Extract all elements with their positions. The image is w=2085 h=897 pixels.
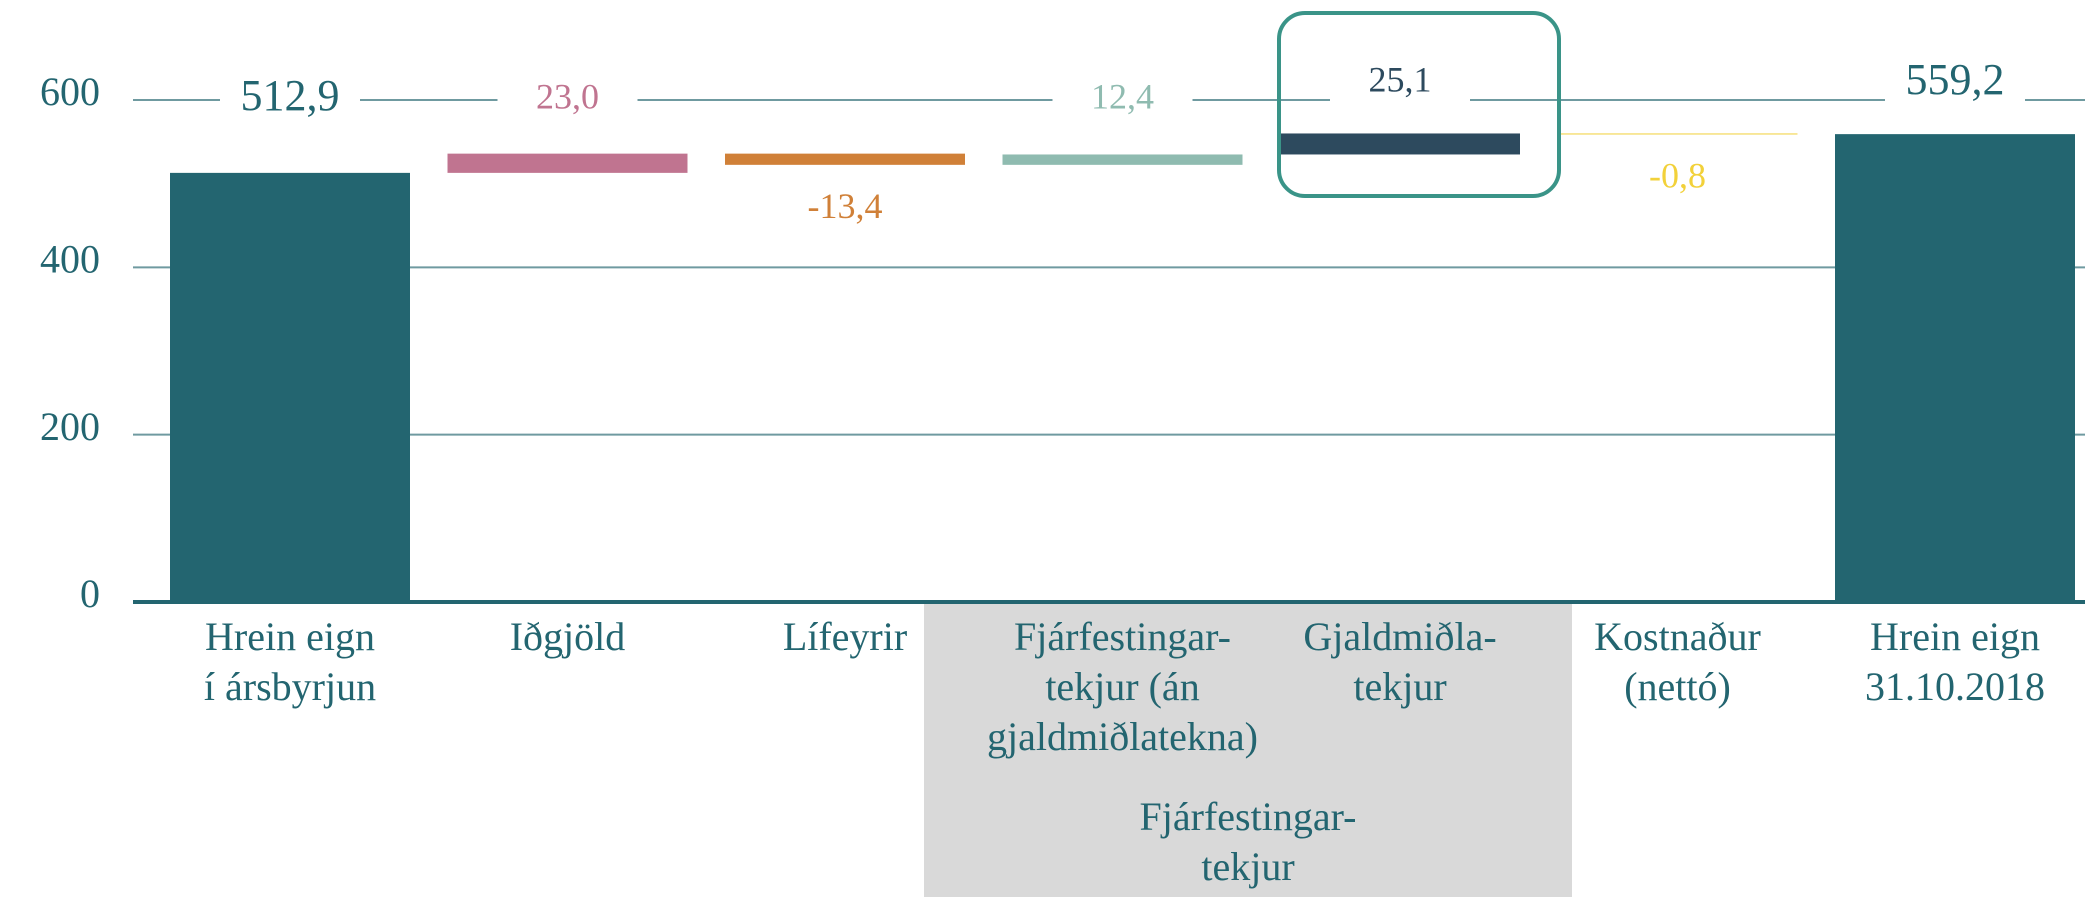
marks: 512,9 23,0 -13,4 12,4 25,1 -0,8 559,2 bbox=[170, 55, 2075, 603]
x-tick-label: Kostnaður (nettó) bbox=[1594, 614, 1761, 709]
bar bbox=[1835, 134, 2075, 603]
y-tick-label: 0 bbox=[80, 571, 100, 616]
x-tick-label: Hrein eign í ársbyrjun bbox=[203, 614, 377, 709]
label-bg bbox=[497, 76, 638, 124]
x-tick-label: Hrein eign 31.10.2018 bbox=[1865, 614, 2045, 709]
value-label: 559,2 bbox=[1906, 55, 2005, 104]
label-bg bbox=[220, 76, 360, 124]
value-label: 512,9 bbox=[241, 71, 340, 120]
grid bbox=[133, 99, 2085, 436]
y-tick-label: 600 bbox=[40, 69, 100, 114]
bar bbox=[170, 172, 410, 603]
label-bg bbox=[1052, 76, 1193, 124]
group-band bbox=[924, 602, 1572, 897]
group-label: Fjárfestingar- tekjur bbox=[1139, 794, 1357, 889]
value-label: 25,1 bbox=[1369, 60, 1432, 100]
value-label: -0,8 bbox=[1649, 155, 1706, 195]
bar bbox=[447, 153, 688, 173]
bar bbox=[1557, 133, 1798, 135]
y-tick-label: 200 bbox=[40, 404, 100, 449]
bar bbox=[725, 153, 965, 165]
label-bg bbox=[1330, 59, 1470, 108]
value-label: 23,0 bbox=[536, 76, 599, 116]
x-tick-label: Gjaldmiðla- tekjur bbox=[1303, 614, 1497, 709]
value-label: 12,4 bbox=[1091, 76, 1154, 116]
highlight-box bbox=[1277, 11, 1561, 198]
bar bbox=[1002, 154, 1243, 165]
label-bg bbox=[1885, 60, 2025, 109]
label-bg bbox=[1607, 155, 1748, 204]
x-tick-label: Fjárfestingar- tekjur (án gjaldmiðlatekn… bbox=[986, 614, 1258, 759]
value-label: -13,4 bbox=[808, 186, 883, 226]
label-bg bbox=[775, 185, 915, 234]
x-tick-label: Lífeyrir bbox=[782, 614, 908, 659]
bar bbox=[1280, 133, 1520, 155]
x-tick-label: Iðgjöld bbox=[509, 614, 626, 659]
y-tick-label: 400 bbox=[40, 237, 100, 282]
